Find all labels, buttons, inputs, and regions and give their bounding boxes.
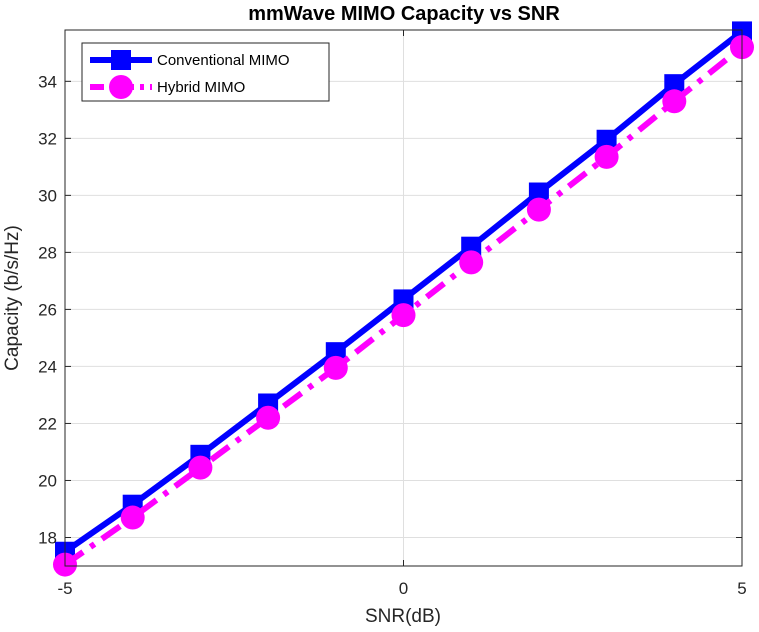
series-0-point	[596, 129, 617, 150]
series-1-point	[391, 303, 416, 328]
grid	[65, 30, 742, 566]
y-tick-label: 28	[38, 243, 57, 262]
y-tick-label: 22	[38, 414, 57, 433]
y-tick-label: 32	[38, 129, 57, 148]
legend-label-0: Conventional MIMO	[157, 52, 290, 69]
series-layer	[53, 21, 754, 577]
y-axis-label: Capacity (b/s/Hz)	[2, 225, 23, 371]
legend-label-1: Hybrid MIMO	[157, 79, 245, 96]
y-tick-label: 24	[38, 357, 57, 376]
y-tick-label: 18	[38, 528, 57, 547]
series-1-point	[256, 405, 281, 430]
x-tick-label: 5	[737, 579, 746, 598]
series-1-point	[120, 505, 145, 530]
series-1-point	[459, 250, 484, 275]
series-0-point	[664, 74, 685, 95]
x-axis-label: SNR(dB)	[365, 606, 441, 627]
series-0-point	[528, 182, 549, 203]
axes: -5 0 5 18 20 22 24 26 28 30 32 34	[38, 30, 747, 598]
legend: Conventional MIMO Hybrid MIMO	[81, 42, 330, 102]
chart-title: mmWave MIMO Capacity vs SNR	[248, 3, 560, 25]
series-1-point	[662, 89, 687, 114]
y-tick-label: 20	[38, 471, 57, 490]
y-tick-label: 34	[38, 72, 57, 91]
series-1-point	[188, 455, 213, 480]
x-tick-label: 0	[399, 579, 408, 598]
series-1-point	[323, 355, 348, 380]
legend-marker-0	[111, 50, 131, 70]
y-tick-label: 30	[38, 186, 57, 205]
series-1-point	[526, 197, 551, 222]
legend-marker-1	[109, 75, 133, 99]
y-tick-label: 26	[38, 300, 57, 319]
x-tick-label: -5	[57, 579, 72, 598]
series-1-point	[594, 144, 619, 169]
